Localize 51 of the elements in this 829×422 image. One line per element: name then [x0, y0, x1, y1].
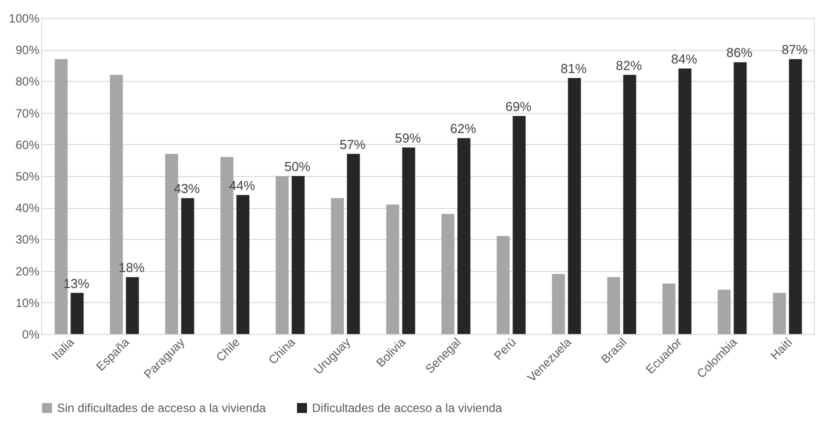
data-label: 13% — [63, 276, 90, 291]
bar — [512, 116, 526, 334]
data-label: 18% — [118, 260, 146, 276]
data-label: 69% — [505, 98, 532, 114]
data-label: 84% — [671, 52, 698, 67]
bar — [678, 68, 692, 334]
data-label: 81% — [560, 61, 588, 76]
bar — [276, 176, 289, 334]
legend-label: Sin dificultades de acceso a la vivienda — [57, 401, 266, 415]
data-label: 57% — [340, 136, 366, 152]
y-tick-label: 60% — [15, 138, 40, 152]
y-tick-label: 10% — [15, 296, 40, 310]
y-tick-label: 90% — [15, 43, 40, 58]
data-label: 44% — [229, 178, 256, 193]
y-tick-label: 30% — [15, 232, 40, 247]
y-tick-label: 100% — [8, 12, 40, 26]
bar — [662, 283, 676, 334]
bar — [402, 148, 416, 334]
bar — [330, 198, 344, 334]
bar — [70, 292, 84, 334]
data-label: 82% — [616, 58, 642, 73]
y-tick-label: 50% — [15, 170, 40, 184]
data-label: 86% — [726, 45, 753, 60]
y-tick-label: 20% — [15, 264, 40, 278]
bar — [568, 78, 581, 334]
y-tick-label: 40% — [15, 201, 40, 216]
bar — [292, 176, 305, 334]
bar — [772, 292, 786, 334]
bar — [607, 277, 620, 334]
bar — [126, 277, 139, 334]
data-label: 50% — [284, 159, 311, 174]
y-tick-label: 70% — [15, 106, 40, 120]
data-label: 59% — [394, 130, 422, 146]
y-tick-label: 0% — [22, 328, 40, 342]
bar — [346, 154, 360, 334]
legend-label: Dificultades de acceso a la vivienda — [312, 401, 502, 415]
bar — [718, 290, 731, 334]
bar — [734, 62, 747, 334]
data-label: 62% — [450, 121, 477, 136]
bar — [181, 198, 194, 334]
bar — [623, 74, 636, 334]
bar — [236, 194, 250, 334]
bar — [552, 274, 565, 334]
bar — [788, 59, 802, 334]
bar — [457, 138, 470, 334]
bar — [496, 236, 510, 334]
data-label: 87% — [782, 42, 808, 58]
y-tick-label: 80% — [15, 74, 40, 89]
bar — [386, 204, 400, 334]
data-label: 43% — [174, 181, 200, 196]
bar — [441, 214, 454, 334]
